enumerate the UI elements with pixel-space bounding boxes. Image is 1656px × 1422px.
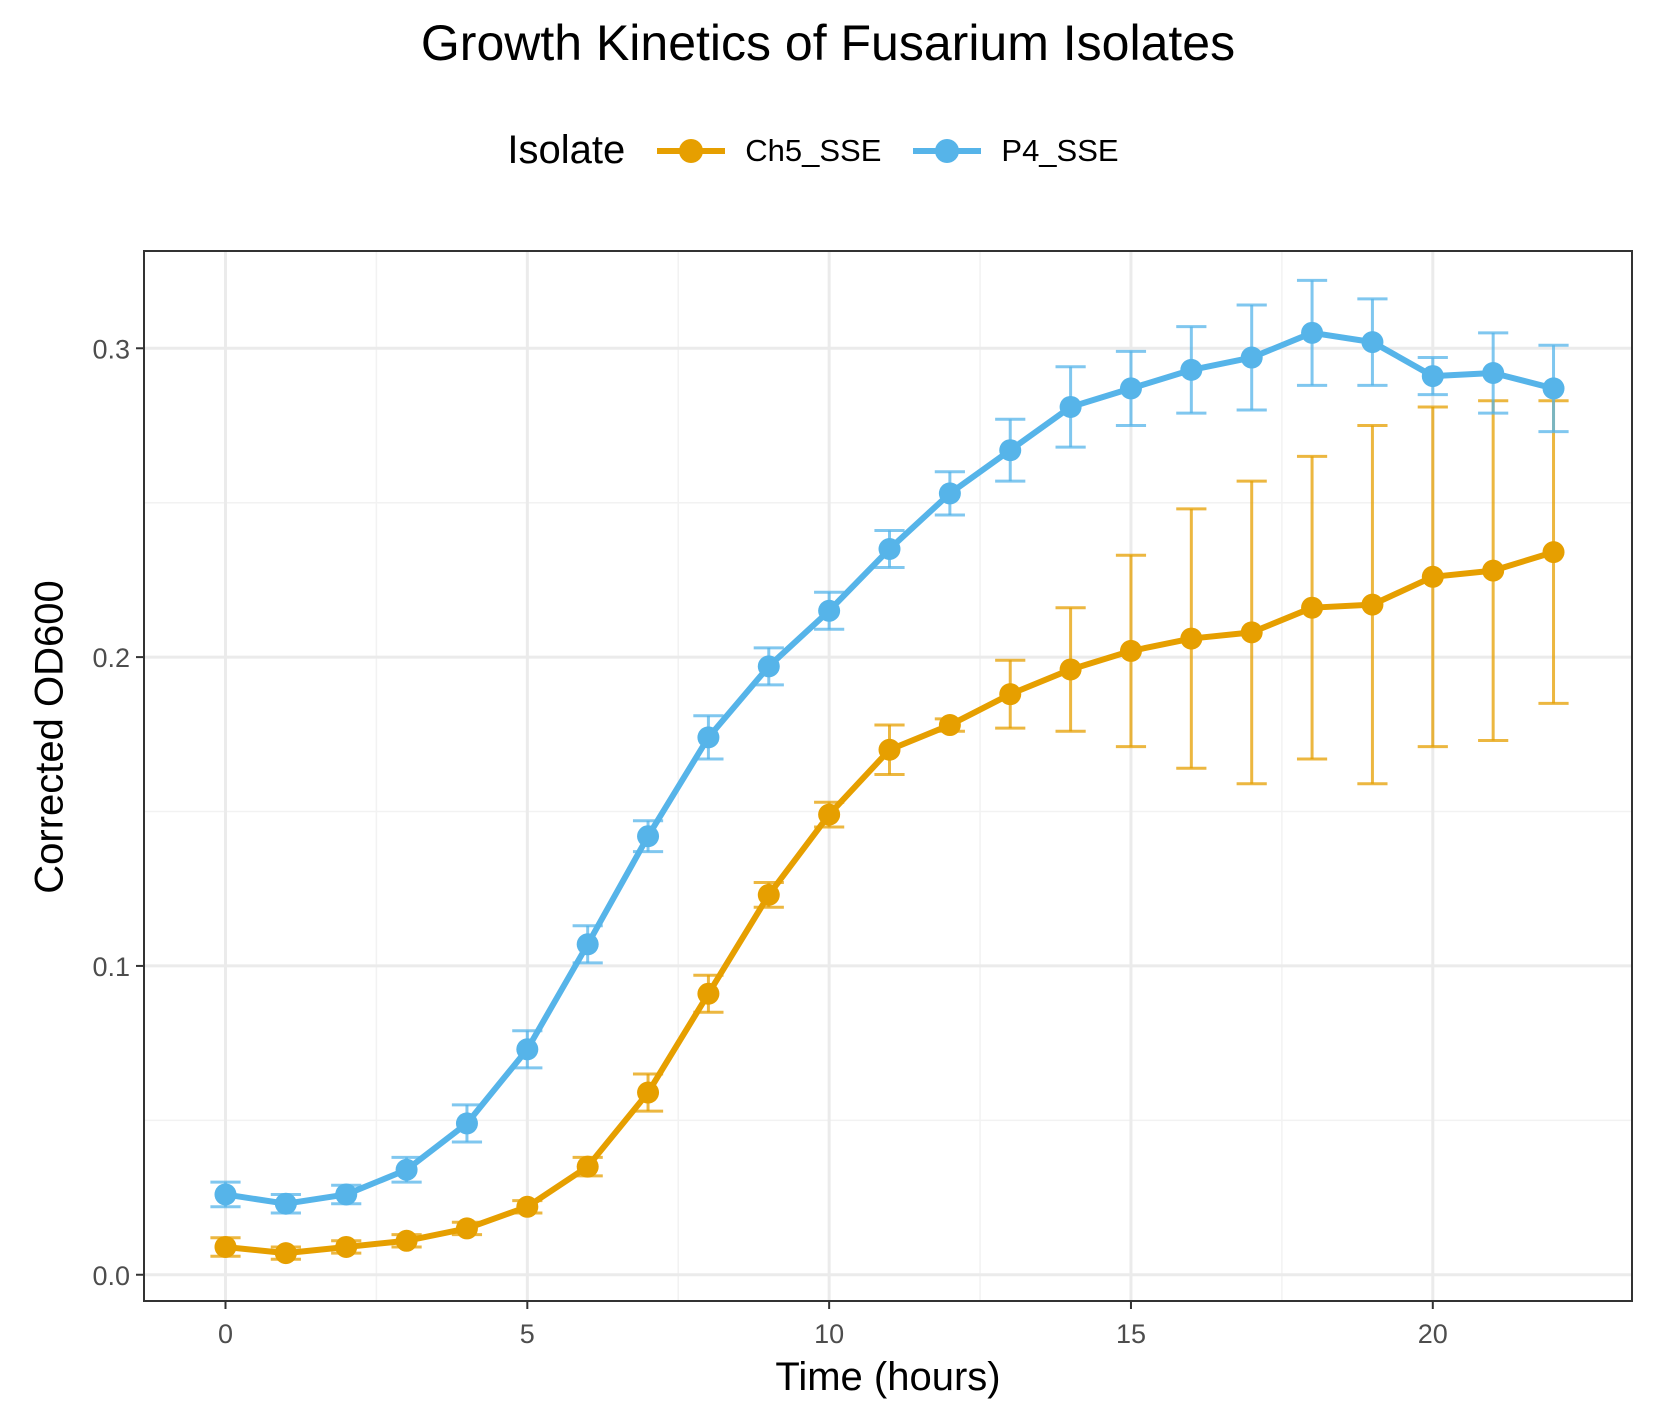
data-point-1 (214, 1183, 237, 1206)
data-point-0 (335, 1235, 358, 1258)
data-point-1 (1180, 358, 1203, 381)
data-point-1 (1421, 365, 1444, 388)
data-point-0 (1059, 658, 1082, 681)
data-point-0 (938, 714, 961, 737)
y-tick-label: 0.3 (92, 334, 130, 364)
y-tick-label: 0.2 (92, 643, 130, 673)
data-point-0 (818, 803, 841, 826)
chart-title: Growth Kinetics of Fusarium Isolates (420, 15, 1236, 71)
data-point-1 (516, 1038, 539, 1061)
data-point-0 (1119, 639, 1142, 662)
x-tick-label: 0 (218, 1319, 233, 1349)
legend-title: Isolate (507, 128, 626, 172)
legend-label-p4: P4_SSE (1001, 132, 1119, 168)
data-point-0 (1361, 593, 1384, 616)
data-point-1 (697, 726, 720, 749)
data-point-0 (1240, 621, 1263, 644)
data-point-0 (395, 1229, 418, 1252)
legend: Isolate Ch5_SSE P4_SSE (0, 128, 1656, 173)
data-point-0 (637, 1081, 660, 1104)
x-tick-label: 15 (1116, 1319, 1146, 1349)
data-point-1 (1240, 346, 1263, 369)
data-point-0 (516, 1195, 539, 1218)
data-point-1 (395, 1158, 418, 1181)
plot-panel-border (143, 250, 1633, 1302)
x-axis-title: Time (hours) (775, 1355, 1001, 1399)
data-point-0 (697, 982, 720, 1005)
data-point-0 (1542, 541, 1565, 564)
x-tick-label: 5 (520, 1319, 535, 1349)
y-tick-label: 0.1 (92, 952, 130, 982)
data-point-1 (637, 825, 660, 848)
data-point-1 (274, 1192, 297, 1215)
data-point-0 (757, 883, 780, 906)
data-point-1 (1119, 377, 1142, 400)
data-point-1 (335, 1183, 358, 1206)
data-point-0 (1301, 596, 1324, 619)
data-point-0 (878, 738, 901, 761)
x-tick-label: 20 (1418, 1319, 1448, 1349)
data-point-1 (757, 655, 780, 678)
data-point-1 (999, 439, 1022, 462)
data-point-0 (999, 683, 1022, 706)
data-point-1 (818, 599, 841, 622)
y-axis-title: Corrected OD600 (27, 580, 72, 894)
data-point-1 (1542, 377, 1565, 400)
data-point-0 (274, 1242, 297, 1265)
data-point-0 (1421, 565, 1444, 588)
data-point-1 (1482, 361, 1505, 384)
data-point-0 (1482, 559, 1505, 582)
legend-key-ch5 (657, 138, 726, 163)
legend-item-ch5: Ch5_SSE (655, 131, 881, 171)
plot-panel-background (144, 251, 1632, 1301)
data-point-1 (455, 1112, 478, 1135)
data-point-0 (455, 1217, 478, 1240)
data-point-1 (1059, 395, 1082, 418)
data-point-0 (576, 1155, 599, 1178)
data-point-1 (1301, 321, 1324, 344)
data-point-1 (1361, 331, 1384, 354)
data-point-1 (938, 482, 961, 505)
data-point-0 (1180, 627, 1203, 650)
data-point-1 (878, 538, 901, 561)
legend-label-ch5: Ch5_SSE (745, 132, 882, 168)
y-tick-label: 0.0 (92, 1261, 130, 1291)
data-point-0 (214, 1235, 237, 1258)
legend-key-p4 (913, 138, 982, 163)
data-point-1 (576, 933, 599, 956)
legend-item-p4: P4_SSE (911, 131, 1119, 171)
x-tick-label: 10 (814, 1319, 844, 1349)
